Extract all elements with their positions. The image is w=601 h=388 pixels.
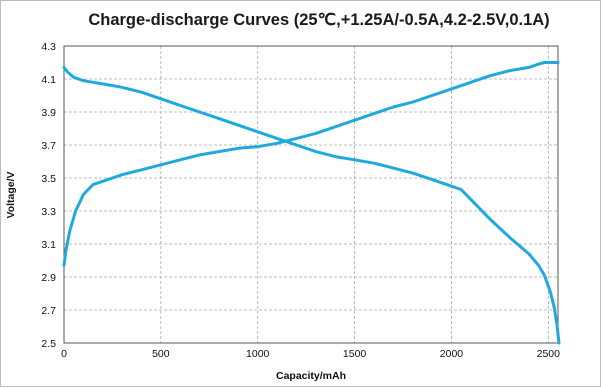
x-tick-label: 2500: [537, 348, 561, 360]
x-tick-label: 1500: [343, 348, 367, 360]
x-tick-label: 2000: [440, 348, 464, 360]
x-tick-label: 1000: [246, 348, 270, 360]
x-axis-label: Capacity/mAh: [276, 370, 346, 382]
y-tick-label: 4.1: [41, 74, 56, 86]
y-tick-label: 3.7: [41, 140, 56, 152]
y-tick-label: 3.1: [41, 239, 56, 251]
y-tick-label: 2.5: [41, 338, 56, 350]
y-tick-label: 2.7: [41, 305, 56, 317]
y-tick-label: 3.3: [41, 206, 56, 218]
x-tick-label: 500: [152, 348, 170, 360]
x-tick-label: 0: [61, 348, 67, 360]
chart-title: Charge-discharge Curves (25℃,+1.25A/-0.5…: [88, 11, 549, 29]
y-tick-label: 4.3: [41, 41, 56, 53]
series-layer: [62, 61, 561, 345]
x-tick-labels: 0 500 1000 1500 2000 2500: [61, 348, 560, 360]
plot-area-border: [63, 45, 559, 344]
y-tick-label: 3.9: [41, 107, 56, 119]
y-tick-label: 3.5: [41, 173, 56, 185]
y-axis-label: Voltage/V: [5, 171, 17, 218]
grid-layer: [64, 46, 558, 343]
series-line-2: [62, 65, 561, 345]
y-tick-label: 2.9: [41, 272, 56, 284]
y-tick-labels: 2.5 2.7 2.9 3.1 3.3 3.5 3.7 3.9 4.1 4.3: [41, 41, 56, 350]
series-line-1: [62, 61, 560, 267]
